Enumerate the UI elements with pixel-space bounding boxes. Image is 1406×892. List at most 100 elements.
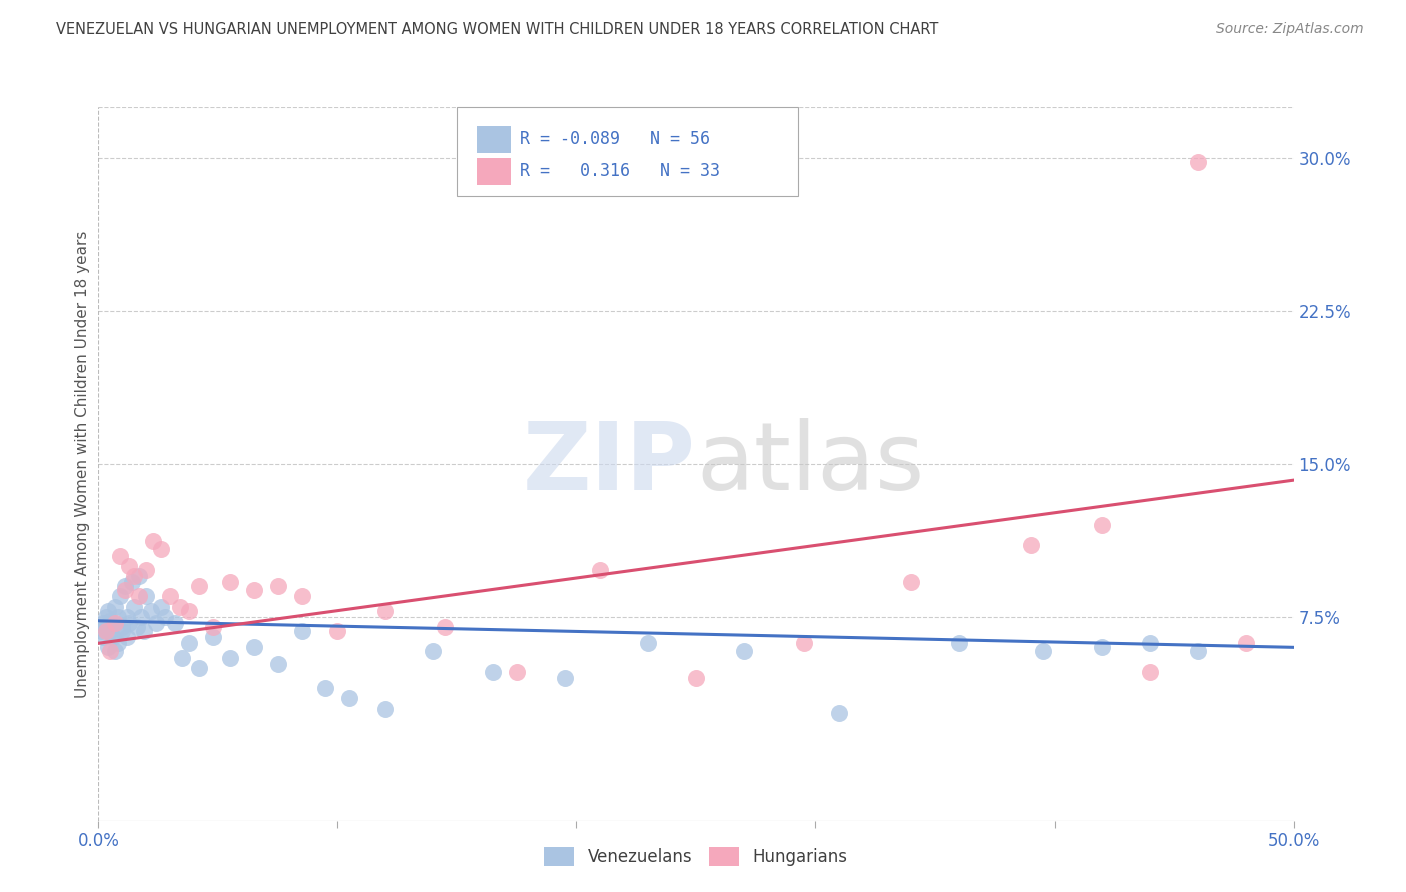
Point bbox=[433, 620, 456, 634]
Point bbox=[374, 701, 396, 715]
Text: atlas: atlas bbox=[696, 417, 924, 510]
Legend: Venezuelans, Hungarians: Venezuelans, Hungarians bbox=[538, 840, 853, 873]
Point bbox=[291, 590, 314, 604]
Point bbox=[422, 644, 444, 658]
Point bbox=[91, 615, 114, 630]
Point bbox=[1032, 644, 1054, 658]
Point bbox=[115, 630, 138, 644]
Text: Source: ZipAtlas.com: Source: ZipAtlas.com bbox=[1216, 22, 1364, 37]
Point bbox=[108, 590, 131, 604]
Point bbox=[187, 579, 209, 593]
Point bbox=[1019, 538, 1042, 552]
Point bbox=[374, 604, 396, 618]
Point bbox=[219, 650, 242, 665]
Point bbox=[118, 558, 141, 573]
Y-axis label: Unemployment Among Women with Children Under 18 years: Unemployment Among Women with Children U… bbox=[75, 230, 90, 698]
Point bbox=[124, 599, 146, 614]
Point bbox=[149, 542, 172, 557]
Point bbox=[1234, 636, 1257, 650]
Point bbox=[135, 590, 157, 604]
Point bbox=[243, 640, 266, 655]
Point bbox=[145, 615, 167, 630]
Point bbox=[97, 604, 120, 618]
Point bbox=[589, 563, 612, 577]
Point bbox=[91, 630, 114, 644]
Point bbox=[132, 624, 155, 638]
Point bbox=[94, 620, 117, 634]
Point bbox=[267, 579, 290, 593]
Point bbox=[339, 691, 360, 706]
Point bbox=[793, 636, 815, 650]
Text: ZIP: ZIP bbox=[523, 417, 696, 510]
Point bbox=[115, 609, 138, 624]
Point bbox=[948, 636, 970, 650]
Point bbox=[1187, 644, 1209, 658]
Point bbox=[94, 624, 117, 638]
Point bbox=[101, 615, 124, 630]
Point bbox=[90, 624, 112, 638]
Point bbox=[139, 604, 162, 618]
Point bbox=[125, 620, 148, 634]
Point bbox=[159, 590, 181, 604]
Point bbox=[128, 569, 150, 583]
Point bbox=[506, 665, 529, 679]
Point bbox=[97, 640, 120, 655]
Point bbox=[104, 599, 127, 614]
Point bbox=[481, 665, 505, 679]
Point bbox=[267, 657, 290, 671]
FancyBboxPatch shape bbox=[457, 107, 797, 196]
Point bbox=[107, 609, 129, 624]
Point bbox=[98, 614, 122, 628]
Point bbox=[637, 636, 659, 650]
Point bbox=[219, 575, 242, 590]
Point bbox=[828, 706, 851, 720]
Point bbox=[114, 583, 136, 598]
Point bbox=[1187, 155, 1209, 169]
Point bbox=[111, 620, 134, 634]
Point bbox=[172, 650, 194, 665]
Point bbox=[685, 671, 707, 685]
Point bbox=[124, 569, 146, 583]
Point bbox=[1139, 636, 1161, 650]
Point bbox=[187, 661, 209, 675]
Point bbox=[1139, 665, 1161, 679]
Point bbox=[326, 624, 349, 638]
Point bbox=[135, 563, 157, 577]
Text: R = -0.089   N = 56: R = -0.089 N = 56 bbox=[520, 130, 710, 148]
Point bbox=[101, 630, 124, 644]
Point bbox=[149, 599, 172, 614]
Point bbox=[1091, 640, 1114, 655]
Point bbox=[733, 644, 755, 658]
Point bbox=[163, 615, 186, 630]
Point bbox=[104, 615, 127, 630]
Point bbox=[1091, 518, 1114, 533]
FancyBboxPatch shape bbox=[477, 126, 510, 153]
Point bbox=[118, 615, 141, 630]
Point bbox=[104, 644, 127, 658]
Point bbox=[179, 604, 201, 618]
Point bbox=[131, 609, 153, 624]
FancyBboxPatch shape bbox=[477, 158, 510, 185]
Point bbox=[114, 579, 136, 593]
Point bbox=[202, 630, 225, 644]
Point bbox=[202, 620, 225, 634]
Point bbox=[900, 575, 922, 590]
Point bbox=[243, 583, 266, 598]
Point bbox=[554, 671, 576, 685]
Text: R =   0.316   N = 33: R = 0.316 N = 33 bbox=[520, 162, 720, 180]
Point bbox=[108, 549, 131, 563]
Point bbox=[107, 636, 129, 650]
Point bbox=[179, 636, 201, 650]
Point bbox=[121, 575, 143, 590]
Point bbox=[98, 624, 122, 638]
Point bbox=[315, 681, 337, 695]
Point bbox=[291, 624, 314, 638]
Point bbox=[142, 534, 165, 549]
Point bbox=[98, 644, 122, 658]
Text: VENEZUELAN VS HUNGARIAN UNEMPLOYMENT AMONG WOMEN WITH CHILDREN UNDER 18 YEARS CO: VENEZUELAN VS HUNGARIAN UNEMPLOYMENT AMO… bbox=[56, 22, 939, 37]
Point bbox=[169, 599, 191, 614]
Point bbox=[94, 609, 117, 624]
Point bbox=[128, 590, 150, 604]
Point bbox=[111, 624, 134, 638]
Point bbox=[155, 609, 177, 624]
